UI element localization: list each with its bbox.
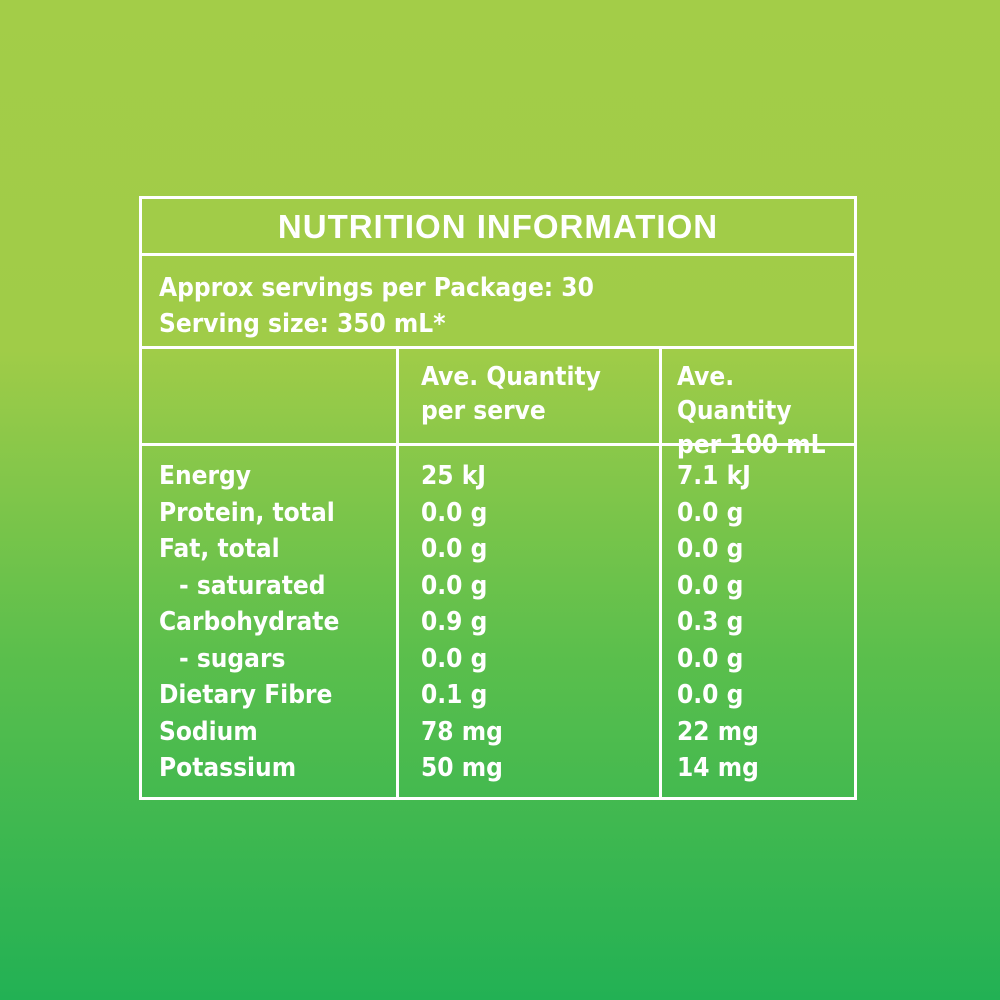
column: 7.1 kJ 0.0 g 0.0 g 0.0 g 0.3 g 0.0 g 0.0 g 22 m… <box>677 458 759 787</box>
column: Energy Protein, total Fat, total - saturate… <box>159 458 339 787</box>
header-line: Ave. Quantity <box>677 362 792 426</box>
quantity: 0.3 g <box>677 607 744 637</box>
quantity: 78 mg <box>421 716 503 747</box>
servings-line: Serving size: 350 mL* <box>159 309 446 339</box>
quantity: 0.0 g <box>677 534 744 564</box>
nutrient: Sodium <box>159 716 258 747</box>
nutrient: - sugars <box>179 643 286 674</box>
nutrient: Dietary Fibre <box>159 680 333 710</box>
quantity: 50 mg <box>421 753 503 783</box>
quantity: 0.1 g <box>421 680 488 710</box>
nutrient: Carbohydrate <box>159 607 340 637</box>
quantity: 25 kJ <box>421 461 486 491</box>
column-header: Ave. Quantity per serve <box>421 360 601 428</box>
quantity: 0.0 g <box>421 497 488 528</box>
table: Ave. Quantity per serve Ave. Quantity per 1… <box>142 346 854 797</box>
quantity: 22 mg <box>677 716 759 747</box>
quantity: 0.0 g <box>677 680 744 710</box>
column: 25 kJ 0.0 g 0.0 g 0.0 g 0.9 g 0.0 g 0.1 g 78 mg… <box>421 458 503 787</box>
servings-line: Approx servings per Package: 30 <box>159 273 594 303</box>
quantity: 7.1 kJ <box>677 461 751 491</box>
quantity: 0.0 g <box>677 643 744 674</box>
nutrition-panel: NUTRITION INFORMATION Approx servings pe… <box>139 196 857 800</box>
nutrient: Fat, total <box>159 534 280 564</box>
nutrient: Energy <box>159 461 252 491</box>
nutrient: Potassium <box>159 753 297 783</box>
quantity: 0.9 g <box>421 607 488 637</box>
divider <box>142 443 854 446</box>
divider <box>659 346 662 797</box>
quantity: 0.0 g <box>421 534 488 564</box>
title: NUTRITION INFORMATION <box>142 199 854 256</box>
column-header: Ave. Quantity per 100 mL <box>677 360 854 462</box>
quantity: 0.0 g <box>677 570 744 601</box>
nutrient: Protein, total <box>159 497 335 528</box>
divider <box>396 346 399 797</box>
header-line: per serve <box>421 396 546 426</box>
servings: Approx servings per Package: 30 Serving … <box>142 256 854 349</box>
nutrient: - saturated <box>179 570 326 601</box>
quantity: 0.0 g <box>421 570 488 601</box>
quantity: 0.0 g <box>421 643 488 674</box>
header-line: per 100 mL <box>677 430 826 460</box>
quantity: 0.0 g <box>677 497 744 528</box>
quantity: 14 mg <box>677 753 759 783</box>
header-line: Ave. Quantity <box>421 362 601 392</box>
